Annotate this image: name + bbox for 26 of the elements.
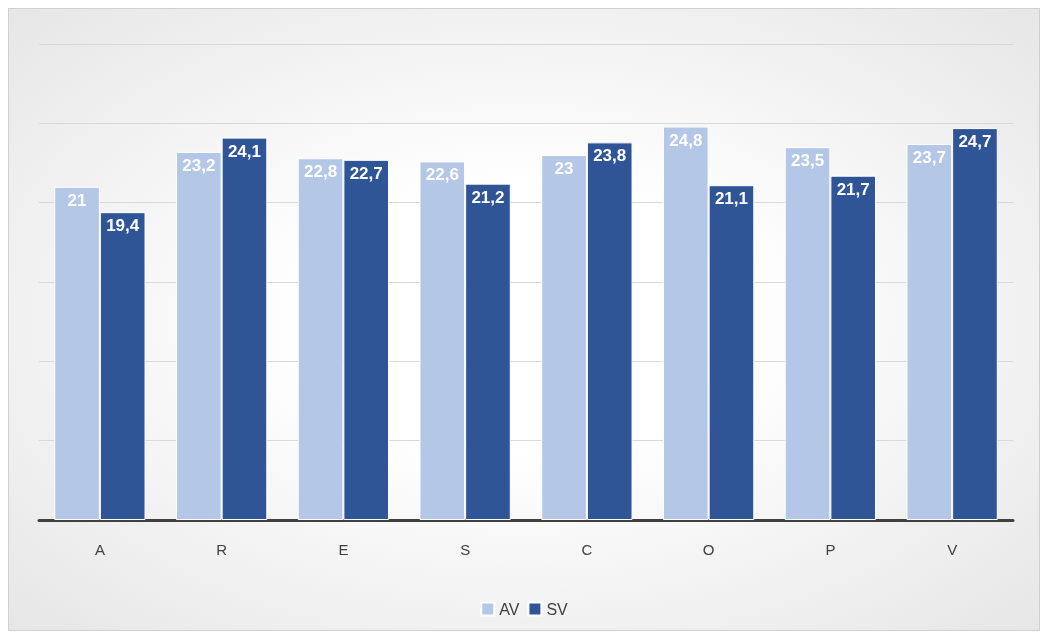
- data-label: 19,4: [106, 216, 140, 236]
- data-label: 23,7: [912, 147, 946, 167]
- x-tick-label: A: [94, 541, 105, 558]
- x-tick-label: S: [460, 541, 471, 558]
- data-label: 23,5: [791, 151, 825, 171]
- x-tick-label: C: [581, 541, 593, 558]
- x-tick-label: V: [947, 541, 958, 558]
- data-label: 23,2: [182, 155, 216, 175]
- x-tick-label: P: [825, 541, 836, 558]
- legend-label: AV: [499, 600, 520, 618]
- data-label: 22,8: [304, 162, 338, 182]
- data-label: 22,6: [425, 165, 459, 185]
- x-tick-label: E: [338, 541, 349, 558]
- data-label: 21,7: [836, 179, 870, 199]
- legend-label: SV: [546, 600, 569, 618]
- data-label: 21,1: [714, 189, 748, 209]
- data-label: 24,1: [227, 141, 261, 161]
- x-tick-label: O: [702, 541, 715, 558]
- data-label: 22,7: [349, 163, 383, 183]
- data-label: 21,2: [471, 187, 505, 207]
- data-label: 23: [554, 159, 574, 179]
- data-label: 24,8: [669, 130, 703, 150]
- data-label: 21: [67, 190, 87, 210]
- data-label: 23,8: [593, 146, 627, 166]
- data-label: 24,7: [958, 132, 992, 152]
- x-tick-label: R: [216, 541, 228, 558]
